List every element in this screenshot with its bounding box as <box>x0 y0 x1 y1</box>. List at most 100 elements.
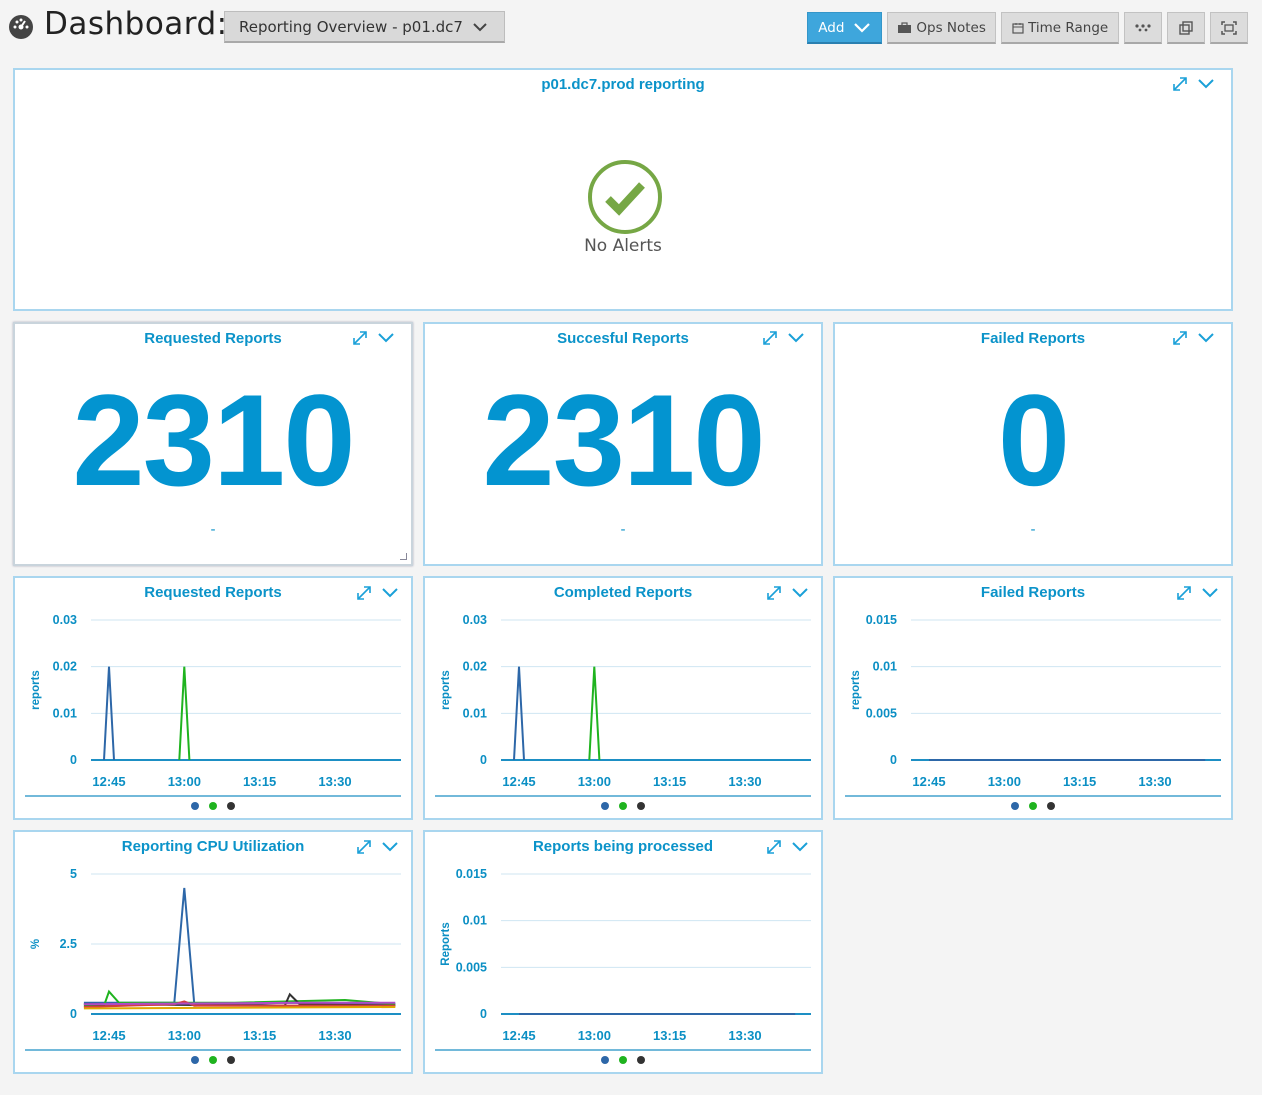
y-axis-label: % <box>30 939 42 949</box>
panel-controls <box>357 840 398 854</box>
legend-dot[interactable] <box>619 1056 627 1064</box>
panel-controls <box>763 331 804 345</box>
expand-icon[interactable] <box>1173 331 1187 345</box>
y-tick-label: 0.03 <box>463 613 487 627</box>
chart-panel-reports-processing: Reports being processed 0.015 0.01 0.005 0 R… <box>423 830 823 1074</box>
y-tick-label: 2.5 <box>60 937 77 951</box>
time-range-button[interactable]: Time Range <box>1001 12 1119 44</box>
x-tick-label: 12:45 <box>912 774 945 789</box>
more-dots-icon <box>1135 24 1151 32</box>
panel-title: Completed Reports <box>553 584 693 601</box>
x-tick-label: 12:45 <box>502 1028 535 1043</box>
panel-title: Failed Reports <box>980 584 1086 601</box>
legend-dot[interactable] <box>209 1056 217 1064</box>
chevron-down-icon[interactable] <box>1198 333 1214 343</box>
clone-button[interactable] <box>1167 12 1205 44</box>
chevron-down-icon <box>473 23 487 32</box>
chevron-down-icon[interactable] <box>378 333 394 343</box>
legend-dot[interactable] <box>227 1056 235 1064</box>
x-tick-label: 13:30 <box>728 774 761 789</box>
expand-icon[interactable] <box>353 331 367 345</box>
legend-dot[interactable] <box>227 802 235 810</box>
x-tick-label: 13:00 <box>578 1028 611 1043</box>
legend-dot[interactable] <box>1011 802 1019 810</box>
big-number-sub: - <box>1030 522 1036 538</box>
x-tick-label: 13:15 <box>243 1028 276 1043</box>
expand-icon[interactable] <box>763 331 777 345</box>
expand-icon[interactable] <box>1173 77 1187 91</box>
legend-dot[interactable] <box>209 802 217 810</box>
dashboard-selector[interactable]: Reporting Overview - p01.dc7 <box>224 11 505 43</box>
chart-svg: 0.03 0.02 0.01 0 reports 12:45 13:00 13:15 13:30 <box>435 586 811 810</box>
legend-dot[interactable] <box>1029 802 1037 810</box>
chart-svg: 0.03 0.02 0.01 0 reports 12:45 13:00 13:15 13:30 <box>25 586 401 810</box>
chart-panel-completed-reports: Completed Reports 0.03 0.02 0.01 0 reports 12… <box>423 576 823 820</box>
calendar-icon <box>1012 23 1024 34</box>
panel-title: Reporting CPU Utilization <box>121 838 305 855</box>
chevron-down-icon[interactable] <box>382 588 398 598</box>
x-tick-label: 12:45 <box>92 774 125 789</box>
add-button-label: Add <box>818 20 845 36</box>
legend-dot[interactable] <box>191 802 199 810</box>
panel-title: Succesful Reports <box>557 330 689 347</box>
chevron-down-icon[interactable] <box>1202 588 1218 598</box>
resize-handle[interactable] <box>400 553 407 560</box>
expand-icon[interactable] <box>767 840 781 854</box>
x-tick-label: 13:00 <box>578 774 611 789</box>
x-tick-label: 13:30 <box>1138 774 1171 789</box>
x-tick-label: 13:30 <box>318 774 351 789</box>
panel-controls <box>767 586 808 600</box>
more-options-button[interactable] <box>1124 12 1162 44</box>
expand-icon[interactable] <box>357 840 371 854</box>
chart-panel-cpu-utilization: Reporting CPU Utilization 5 2.5 0% 12:45 13:… <box>13 830 413 1074</box>
panel-title: Requested Reports <box>144 330 282 347</box>
legend-dot[interactable] <box>601 802 609 810</box>
y-tick-label: 0.015 <box>456 867 487 881</box>
alerts-panel: p01.dc7.prod reporting No Alerts <box>13 68 1233 311</box>
big-number-sub: - <box>620 522 626 538</box>
expand-icon[interactable] <box>357 586 371 600</box>
y-tick-label: 0 <box>890 753 897 767</box>
series-line <box>83 1001 396 1006</box>
big-number-panel-successful: Succesful Reports 2310 - <box>423 322 823 566</box>
y-axis-label: reports <box>440 670 452 710</box>
y-tick-label: 0.02 <box>53 660 77 674</box>
chevron-down-icon[interactable] <box>792 588 808 598</box>
series-line <box>178 666 191 761</box>
panel-controls <box>767 840 808 854</box>
briefcase-icon <box>898 22 912 33</box>
add-button[interactable]: Add <box>807 12 882 44</box>
big-number-value: 2310 <box>72 367 355 513</box>
chevron-down-icon[interactable] <box>382 842 398 852</box>
panel-title: Failed Reports <box>980 330 1086 347</box>
expand-icon[interactable] <box>1177 586 1191 600</box>
ops-notes-button[interactable]: Ops Notes <box>887 12 996 44</box>
y-tick-label: 0.01 <box>463 914 487 928</box>
series-line <box>588 666 601 761</box>
legend-dot[interactable] <box>191 1056 199 1064</box>
y-tick-label: 0.01 <box>53 706 77 720</box>
legend-dot[interactable] <box>637 1056 645 1064</box>
legend-dot[interactable] <box>1047 802 1055 810</box>
copy-icon <box>1179 21 1193 35</box>
alerts-panel-title: p01.dc7.prod reporting <box>541 76 705 93</box>
legend-dot[interactable] <box>601 1056 609 1064</box>
check-circle-icon <box>588 160 662 234</box>
chevron-down-icon[interactable] <box>792 842 808 852</box>
panel-controls <box>1173 331 1214 345</box>
fullscreen-button[interactable] <box>1210 12 1248 44</box>
legend-dot[interactable] <box>619 802 627 810</box>
expand-icon[interactable] <box>767 586 781 600</box>
x-tick-label: 13:15 <box>653 1028 686 1043</box>
legend-dot[interactable] <box>637 802 645 810</box>
y-axis-label: Reports <box>440 922 452 965</box>
chevron-down-icon[interactable] <box>788 333 804 343</box>
chevron-down-icon[interactable] <box>1198 79 1214 89</box>
y-tick-label: 0 <box>480 1007 487 1021</box>
y-axis-label: reports <box>30 670 42 710</box>
big-number-value: 0 <box>997 367 1070 513</box>
x-tick-label: 13:15 <box>653 774 686 789</box>
dashboard-gauge-icon <box>9 15 33 39</box>
y-tick-label: 0 <box>480 753 487 767</box>
y-tick-label: 0 <box>70 1007 77 1021</box>
